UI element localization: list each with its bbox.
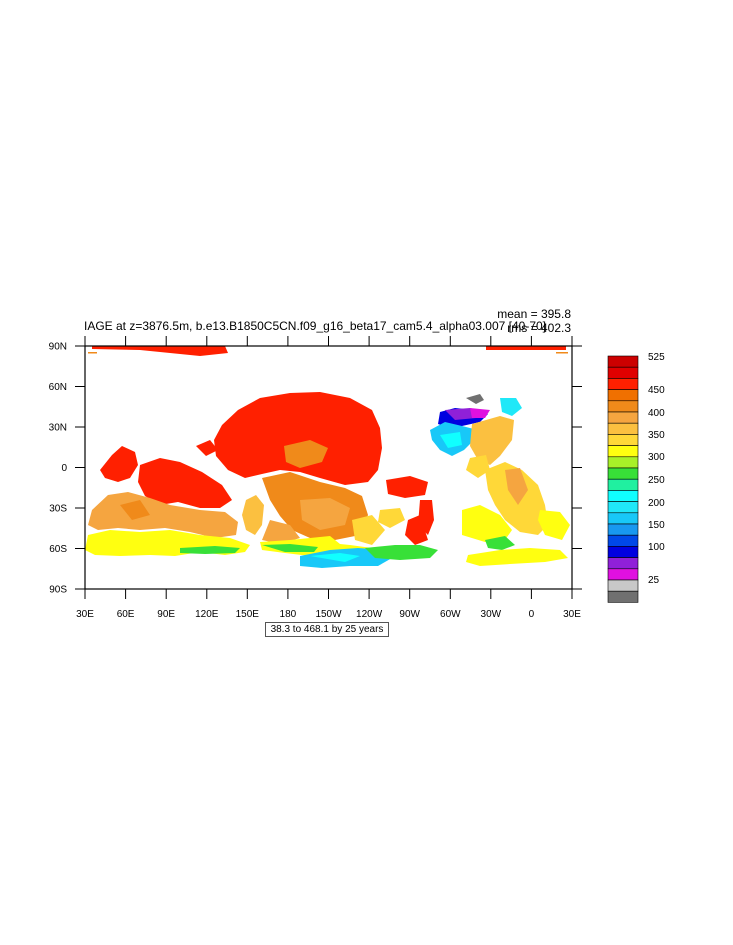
lat-label: 90N <box>49 342 67 353</box>
lat-label: 30S <box>49 504 67 515</box>
lon-label: 180 <box>280 609 297 620</box>
age-field <box>85 346 570 568</box>
colorbar-swatch <box>607 400 639 413</box>
map-title: IAGE at z=3876.5m, b.e13.B1850C5CN.f09_g… <box>84 319 546 333</box>
colorbar-swatch <box>607 590 639 603</box>
atlantic-north-arctic-water <box>466 394 484 404</box>
colorbar-label: 300 <box>648 452 665 463</box>
lon-label: 60E <box>117 609 135 620</box>
colorbar-swatch <box>607 579 639 592</box>
lon-label: 30E <box>563 609 581 620</box>
lon-label: 30E <box>76 609 94 620</box>
lon-label: 120W <box>356 609 383 620</box>
colorbar-label: 100 <box>648 542 665 553</box>
map-ticks <box>75 336 582 599</box>
lon-labels: 30E 60E 90E 120E 150E 180 150W 120W 90W … <box>76 609 581 620</box>
lon-label: 150E <box>236 609 260 620</box>
lat-labels: 90N 60N 30N 0 30S 60S 90S <box>49 342 68 596</box>
mean-stat: mean = 395.8 <box>497 307 571 321</box>
colorbar-swatch <box>607 568 639 581</box>
colorbar-label: 400 <box>648 408 665 419</box>
lat-label: 30N <box>49 423 67 434</box>
colorbar-label: 450 <box>648 385 665 396</box>
colorbar-swatch <box>607 478 639 491</box>
lat-label: 90S <box>49 585 67 596</box>
colorbar-swatch <box>607 445 639 458</box>
colorbar-swatch <box>607 467 639 480</box>
colorbar-label: 525 <box>648 352 665 363</box>
lon-label: 0 <box>529 609 535 620</box>
colorbar-swatch <box>607 512 639 525</box>
arctic-strip-west <box>92 346 228 356</box>
colorbar-swatch <box>607 355 639 368</box>
lon-label: 60W <box>440 609 461 620</box>
colorbar-swatch <box>607 490 639 502</box>
colorbar-swatch <box>607 456 639 469</box>
colorbar-swatch <box>607 422 639 435</box>
lon-label: 150W <box>315 609 342 620</box>
colorbar-swatch <box>607 501 639 514</box>
map-plot: 90N 60N 30N 0 30S 60S 90S 30E 60E 90E 12… <box>49 336 582 620</box>
colorbar <box>607 355 639 603</box>
lon-label: 30W <box>481 609 502 620</box>
rms-stat: rms = 402.3 <box>507 321 571 335</box>
colorbar-swatch <box>607 546 639 558</box>
lat-label: 60S <box>49 544 67 555</box>
lon-label: 120E <box>195 609 219 620</box>
contour-range-label: 38.3 to 468.1 by 25 years <box>265 622 389 637</box>
indian-ocean-north <box>100 446 138 482</box>
lat-label: 0 <box>61 463 67 474</box>
colorbar-label: 200 <box>648 498 665 509</box>
colorbar-swatch <box>607 411 639 424</box>
colorbar-label: 25 <box>648 575 660 586</box>
colorbar-swatch <box>607 534 639 547</box>
colorbar-swatch <box>607 389 639 402</box>
lat-label: 60N <box>49 382 67 393</box>
pacific-north <box>214 392 382 485</box>
lon-label: 90E <box>157 609 175 620</box>
arctic-strip-east <box>486 346 566 350</box>
colorbar-label: 250 <box>648 475 665 486</box>
colorbar-swatch <box>607 378 639 390</box>
colorbar-label: 350 <box>648 430 665 441</box>
colorbar-swatch <box>607 366 639 379</box>
colorbar-swatch <box>607 557 639 570</box>
colorbar-labels: 525 450 400 350 300 250 200 150 100 25 <box>648 352 665 586</box>
lon-label: 90W <box>399 609 420 620</box>
colorbar-swatch <box>607 523 639 536</box>
colorbar-label: 150 <box>648 520 665 531</box>
colorbar-swatch <box>607 434 639 446</box>
